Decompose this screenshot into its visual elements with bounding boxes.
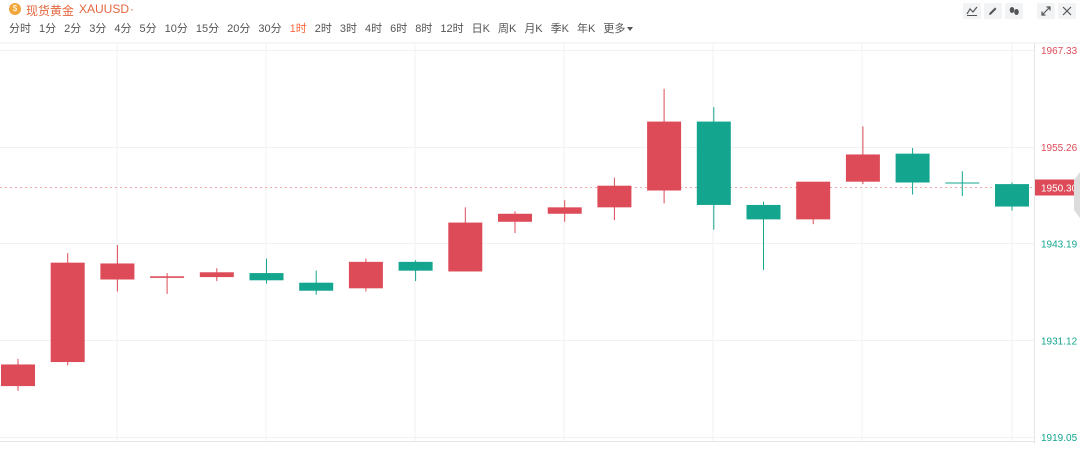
chevron-down-icon <box>627 27 634 32</box>
period-tab[interactable]: 20分 <box>227 23 251 35</box>
candle-body <box>647 121 682 191</box>
candle-body <box>398 261 433 271</box>
period-tab[interactable]: 3时 <box>339 23 357 35</box>
candle-body <box>895 153 930 183</box>
period-tab[interactable]: 12时 <box>440 23 464 35</box>
symbol-code[interactable]: XAUUSD <box>79 2 130 16</box>
candle-body <box>945 182 980 184</box>
period-tab[interactable]: 2时 <box>314 23 332 35</box>
period-tab[interactable]: 30分 <box>258 23 282 35</box>
current-price-badge <box>1035 179 1080 196</box>
period-tab[interactable]: 分时 <box>9 23 31 35</box>
candle-body <box>845 154 880 182</box>
period-tab[interactable]: 3分 <box>89 23 107 35</box>
candle-body <box>448 222 483 272</box>
candle-body <box>796 181 831 220</box>
period-tab[interactable]: 15分 <box>195 23 220 35</box>
period-tab[interactable]: 2分 <box>64 23 82 35</box>
candle-body <box>597 185 632 208</box>
candle-body <box>547 207 582 214</box>
period-tab[interactable]: 周K <box>497 23 517 35</box>
draw-icon <box>989 7 997 15</box>
period-tab[interactable]: 月K <box>524 23 543 35</box>
candle-body <box>498 213 532 222</box>
close-button[interactable] <box>1058 3 1076 19</box>
chart-header: $ 现货黄金 XAUUSD · <box>0 0 1080 20</box>
y-tick-label: 1967.33 <box>1041 46 1078 57</box>
compare-button[interactable] <box>1005 3 1023 19</box>
candle-body <box>199 272 234 278</box>
candle-body <box>100 263 135 280</box>
period-tab[interactable]: 4分 <box>114 23 132 35</box>
period-tab[interactable]: 6时 <box>390 23 408 35</box>
candle-body <box>746 204 781 220</box>
indicator-button[interactable] <box>963 3 981 19</box>
y-tick-label: 1955.26 <box>1041 143 1078 154</box>
candle-body <box>299 282 334 291</box>
candle-body <box>249 273 284 281</box>
period-tab[interactable]: 4时 <box>365 23 383 35</box>
period-tab[interactable]: 日K <box>471 23 490 35</box>
symbol-status-dot: · <box>130 2 134 16</box>
toolbar <box>963 3 1076 19</box>
compare-icon <box>1009 7 1019 15</box>
candle-body <box>50 262 85 363</box>
fullscreen-button[interactable] <box>1037 3 1055 19</box>
period-tab[interactable]: 5分 <box>139 23 157 35</box>
y-tick-label: 1943.19 <box>1041 240 1078 251</box>
period-tab[interactable]: 更多 <box>603 22 634 36</box>
scroll-handle[interactable] <box>1074 172 1080 218</box>
current-price-label: 1950.30 <box>1041 184 1078 195</box>
candle-body <box>1 364 35 387</box>
candle-body <box>150 276 185 278</box>
y-tick-label: 1931.12 <box>1041 336 1078 347</box>
period-tab[interactable]: 10分 <box>164 23 188 35</box>
candle-body <box>348 261 383 289</box>
y-tick-label: 1919.05 <box>1041 433 1078 444</box>
period-tab[interactable]: 季K <box>550 23 569 35</box>
period-tab[interactable]: 年K <box>577 23 596 35</box>
period-tabs: 分时 1分 2分 3分 4分 5分 10分 15分 20分 30分 1时 2时 3时 4时 6时 8时 12时日… <box>9 22 641 36</box>
coin-icon: $ <box>9 3 21 15</box>
candle-body <box>696 121 731 205</box>
period-tab[interactable]: 8时 <box>415 23 433 35</box>
period-tab[interactable]: 1分 <box>39 23 57 35</box>
draw-button[interactable] <box>984 3 1002 19</box>
indicator-icon <box>966 6 978 16</box>
fullscreen-icon <box>1041 6 1051 16</box>
candle-body <box>995 184 1029 207</box>
period-tab[interactable]: 1时 <box>289 23 307 35</box>
close-icon <box>1062 6 1072 16</box>
symbol-name[interactable]: 现货黄金 <box>26 4 75 18</box>
